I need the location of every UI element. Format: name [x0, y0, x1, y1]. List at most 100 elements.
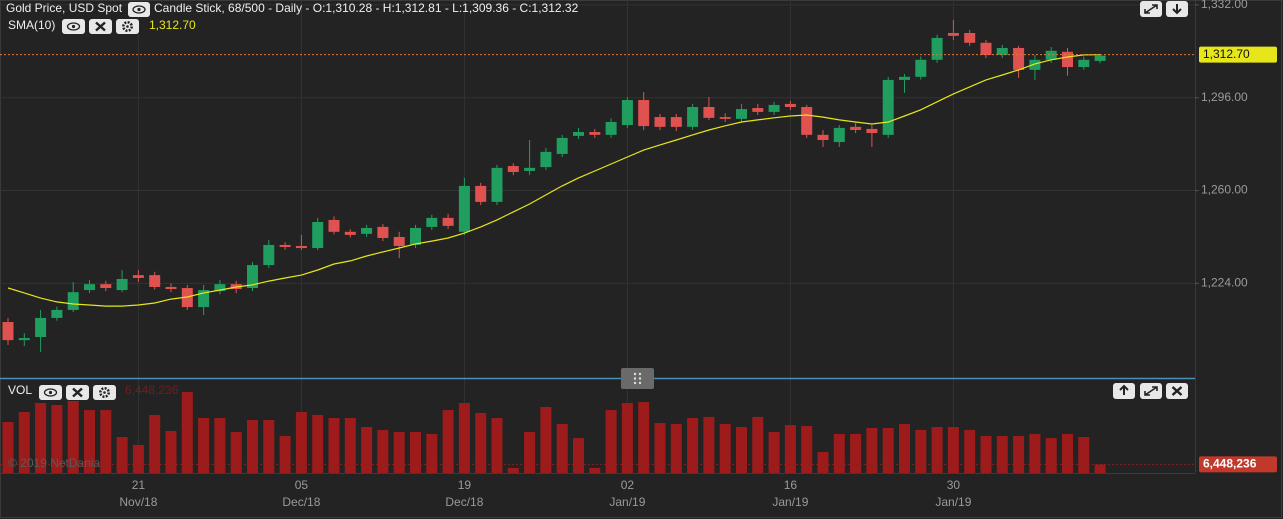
eye-button[interactable]	[128, 2, 150, 17]
volume-bar	[801, 425, 813, 473]
candle-body	[687, 107, 699, 127]
volume-close-panel-button[interactable]	[1166, 383, 1188, 399]
volume-bar	[230, 431, 242, 473]
candle-body	[1045, 50, 1057, 60]
candle-body	[638, 100, 650, 127]
panel-handle[interactable]	[621, 368, 654, 389]
volume-bar	[654, 423, 666, 473]
candle-body	[132, 275, 144, 278]
volume-bar	[198, 417, 210, 473]
last-value-label: 1,312.70	[1203, 47, 1250, 61]
x-tick-label: 19	[458, 478, 472, 492]
volume-bar	[784, 425, 796, 473]
candle-body	[328, 219, 340, 232]
volume-bar	[426, 433, 438, 473]
candle-body	[279, 244, 291, 248]
handle[interactable]	[621, 368, 654, 389]
volume-bar	[850, 433, 862, 473]
overlay-settings-button[interactable]	[116, 19, 139, 34]
x-tick-label: Dec/18	[445, 495, 483, 509]
candle-body	[312, 222, 324, 249]
volume-header-value: 6,448,236	[125, 383, 179, 397]
volume-bar	[670, 423, 682, 473]
volume-up-button[interactable]	[1113, 383, 1135, 399]
label-layer: 1,224.00 1,260.00 1,296.00 1,332.00 21 Nov/18…	[119, 0, 1277, 509]
volume-bar	[181, 391, 193, 473]
volume-bar	[540, 406, 552, 473]
volume-bar	[263, 419, 275, 473]
overlay-name: SMA(10)	[8, 18, 55, 32]
volume-bar	[377, 429, 389, 473]
candle-body	[263, 244, 275, 266]
volume-maximize-button[interactable]	[1140, 383, 1162, 399]
volume-bar	[67, 400, 79, 473]
candle-body	[165, 286, 177, 290]
candle-body	[736, 109, 747, 119]
overlay-close-button[interactable]	[89, 19, 112, 34]
volume-bar	[1013, 435, 1025, 473]
candle-body	[442, 217, 454, 226]
volume-bar	[491, 417, 503, 473]
candle-body	[507, 166, 519, 172]
volume-bar	[18, 412, 30, 473]
chart-subtitle: Candle Stick, 68/500 - Daily - O:1,310.2…	[154, 1, 579, 15]
candle-body	[426, 217, 438, 227]
candle-body	[882, 79, 894, 135]
candle-body	[295, 245, 307, 249]
candle-body	[458, 185, 470, 232]
volume-bar	[736, 427, 747, 473]
volume-bar	[328, 417, 340, 473]
candle-body	[947, 33, 959, 36]
volume-bar	[149, 414, 161, 473]
x-tick-label: 16	[784, 478, 798, 492]
x-tick-label: 02	[621, 478, 635, 492]
candle-body	[621, 100, 633, 126]
volume-bar	[556, 423, 568, 473]
candle-body	[703, 107, 715, 118]
volume-eye-button[interactable]	[39, 385, 62, 400]
volume-bar	[638, 402, 650, 473]
volume-bar	[621, 402, 633, 473]
volume-title: VOL	[8, 383, 32, 397]
last-volume-badge	[1199, 456, 1277, 473]
x-tick-label: Jan/19	[609, 495, 645, 509]
candle-body	[573, 132, 584, 136]
volume-bar	[1062, 433, 1073, 473]
candle-body	[116, 278, 128, 291]
volume-bar	[361, 427, 373, 473]
candle-body	[491, 167, 503, 202]
collapse-button[interactable]	[1166, 1, 1188, 17]
volume-settings-button[interactable]	[93, 385, 116, 400]
volume-bar	[116, 436, 128, 473]
volume-bar	[84, 410, 95, 473]
volume-bar	[100, 410, 112, 473]
volume-bar	[573, 438, 584, 473]
candle-body	[84, 284, 95, 291]
candle-body	[35, 317, 47, 338]
candle-body	[719, 117, 731, 119]
volume-bar	[312, 414, 324, 473]
candle-body	[1094, 55, 1106, 61]
volume-bar	[703, 416, 715, 473]
candle-body	[980, 42, 992, 55]
volume-bar	[410, 431, 421, 473]
volume-bar	[393, 431, 405, 473]
candle-body	[1078, 59, 1090, 68]
candle-body	[475, 185, 487, 202]
overlay-eye-button[interactable]	[62, 19, 85, 34]
candle-body	[589, 132, 601, 135]
candle-body	[67, 292, 79, 310]
volume-bar	[866, 427, 878, 473]
volume-bar	[931, 427, 943, 473]
volume-bar	[279, 435, 291, 473]
candle-body	[556, 137, 568, 154]
volume-close-button[interactable]	[66, 385, 89, 400]
plot-layer	[0, 19, 1195, 473]
candle-body	[768, 104, 780, 112]
maximize-button[interactable]	[1140, 1, 1162, 17]
candle-body	[654, 117, 666, 127]
candle-body	[361, 227, 373, 234]
candle-body	[1062, 51, 1073, 68]
candle-body	[149, 275, 161, 287]
